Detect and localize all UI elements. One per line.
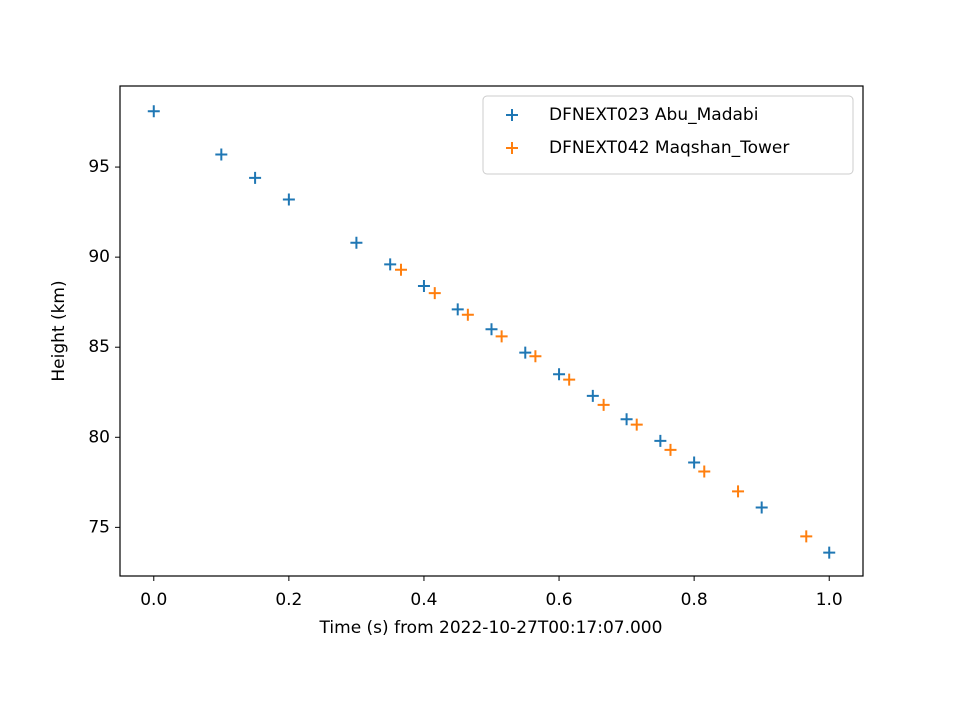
point [586,389,599,402]
legend-marker [506,142,518,154]
point [732,485,745,498]
point [800,530,813,543]
point [698,465,711,478]
y-axis-label: Height (km) [49,280,69,381]
legend-label: DFNEXT023 Abu_Madabi [549,105,758,125]
x-tick-label: 0.2 [275,590,302,610]
x-tick-label: 1.0 [816,590,843,610]
point [688,456,701,469]
point [654,434,667,447]
legend-label: DFNEXT042 Maqshan_Tower [549,138,789,158]
point [350,236,363,249]
point [563,373,576,386]
point [620,413,633,426]
point [147,105,160,118]
point [755,501,768,514]
point [428,287,441,300]
point [249,171,262,184]
point [451,303,464,316]
point [664,443,677,456]
point [630,418,643,431]
point [485,323,498,336]
point [215,148,228,161]
x-tick-label: 0.4 [410,590,437,610]
y-tick-label: 90 [88,247,110,267]
x-axis-label: Time (s) from 2022-10-27T00:17:07.000 [319,618,663,638]
point [529,350,542,363]
point [823,546,836,559]
y-tick-label: 75 [88,517,110,537]
point [519,346,532,359]
point [282,193,295,206]
x-tick-label: 0.0 [140,590,167,610]
y-tick-label: 95 [88,157,110,177]
legend-box [482,95,854,175]
legend-marker [506,109,518,121]
point [417,279,430,292]
x-tick-label: 0.6 [546,590,573,610]
point [495,330,508,343]
point [461,308,474,321]
y-tick-label: 80 [88,427,110,447]
y-tick-label: 85 [88,337,110,357]
x-tick-label: 0.8 [681,590,708,610]
point [394,263,407,276]
point [384,258,397,271]
point [597,398,610,411]
plot-frame [119,85,864,577]
point [553,368,566,381]
